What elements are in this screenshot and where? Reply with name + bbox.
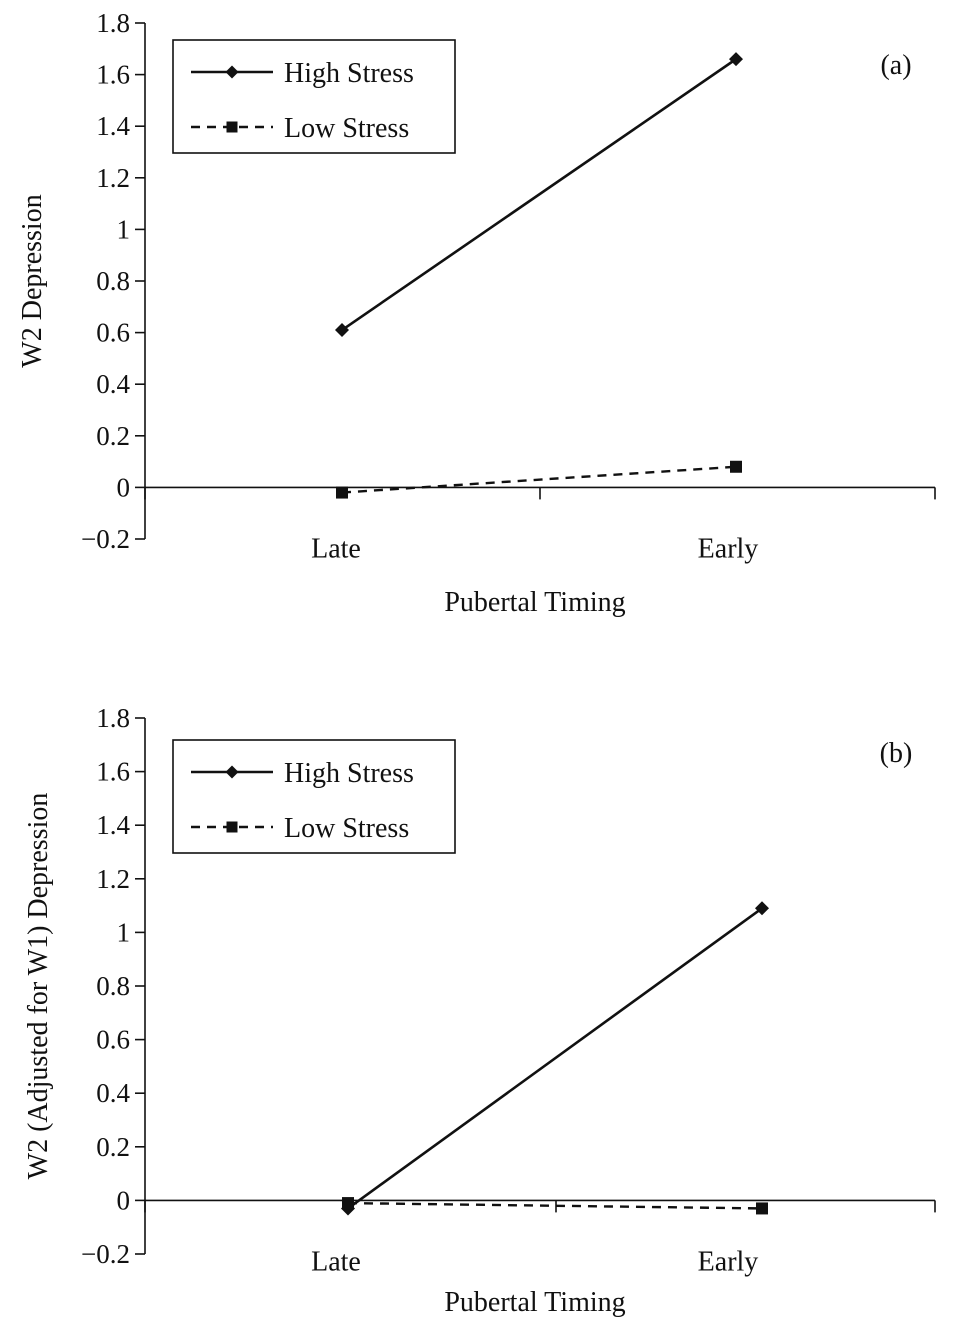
x-tick-label-late: Late <box>311 533 361 564</box>
y-tick-label: 0.8 <box>96 266 130 296</box>
x-axis-title: Pubertal Timing <box>444 1287 625 1318</box>
y-axis-title: W2 Depression <box>17 194 48 367</box>
y-tick-label: 1.2 <box>96 163 130 193</box>
data-point-diamond <box>755 901 769 916</box>
y-tick-label: 0.4 <box>96 1078 130 1108</box>
y-tick-label: 0.8 <box>96 971 130 1001</box>
y-axis-title: W2 (Adjusted for W1) Depression <box>23 793 54 1180</box>
y-tick-label: 1.4 <box>96 810 130 840</box>
legend-box <box>172 739 456 854</box>
series-line <box>347 907 763 1210</box>
y-tick-label: −0.2 <box>81 524 130 554</box>
series-low-stress <box>342 1197 768 1215</box>
series-line <box>341 58 737 332</box>
y-tick-label: 0.2 <box>96 421 130 451</box>
panel-a: 1.8 1.6 1.4 1.2 1 0.8 0.6 0.4 0.2 0 −0.2 Late Early P… <box>17 8 936 618</box>
series-high-stress <box>341 901 769 1216</box>
data-point-square <box>730 460 742 473</box>
legend-label: High Stress <box>284 58 414 89</box>
x-tick-label-early: Early <box>698 533 759 564</box>
series-line <box>347 1201 763 1210</box>
panel-label: (a) <box>880 50 911 81</box>
legend-label: High Stress <box>284 758 414 789</box>
y-tick-label: 1 <box>117 214 131 244</box>
x-axis-title: Pubertal Timing <box>444 587 625 618</box>
data-point-diamond <box>729 52 743 67</box>
y-tick-label: −0.2 <box>81 1239 130 1269</box>
legend: High Stress Low Stress <box>172 39 456 154</box>
legend-marker-square <box>226 121 238 133</box>
y-tick-label: 0.6 <box>96 318 130 348</box>
y-tick-label: 1.8 <box>96 703 130 733</box>
y-tick-label: 1.6 <box>96 757 130 787</box>
data-point-square <box>336 486 348 499</box>
y-tick-label: 1.8 <box>96 8 130 38</box>
series-line <box>341 465 737 494</box>
y-tick-label: 1 <box>117 917 131 947</box>
y-tick-label: 1.4 <box>96 111 130 141</box>
x-tick-label-late: Late <box>311 1246 361 1277</box>
y-tick-label: 1.6 <box>96 60 130 90</box>
legend-marker-diamond <box>225 765 239 779</box>
legend: High Stress Low Stress <box>172 739 456 854</box>
panel-b: 1.8 1.6 1.4 1.2 1 0.8 0.6 0.4 0.2 0 −0.2 Late Early P… <box>23 703 936 1318</box>
data-point-diamond <box>335 323 349 338</box>
y-tick-label: 0 <box>117 472 131 502</box>
legend-label: Low Stress <box>284 813 409 844</box>
panel-label: (b) <box>880 738 913 769</box>
series-low-stress <box>336 460 742 499</box>
y-tick-label: 0.4 <box>96 369 130 399</box>
series-high-stress <box>335 52 743 338</box>
y-tick-label: 0.2 <box>96 1132 130 1162</box>
data-point-square <box>756 1202 768 1215</box>
data-point-square <box>342 1197 354 1210</box>
legend-box <box>172 39 456 154</box>
legend-marker-square <box>226 821 238 833</box>
legend-marker-diamond <box>225 65 239 79</box>
y-tick-label: 0.6 <box>96 1025 130 1055</box>
y-tick-label: 0 <box>117 1185 131 1215</box>
x-tick-label-early: Early <box>698 1246 759 1277</box>
y-tick-label: 1.2 <box>96 864 130 894</box>
legend-label: Low Stress <box>284 113 409 144</box>
